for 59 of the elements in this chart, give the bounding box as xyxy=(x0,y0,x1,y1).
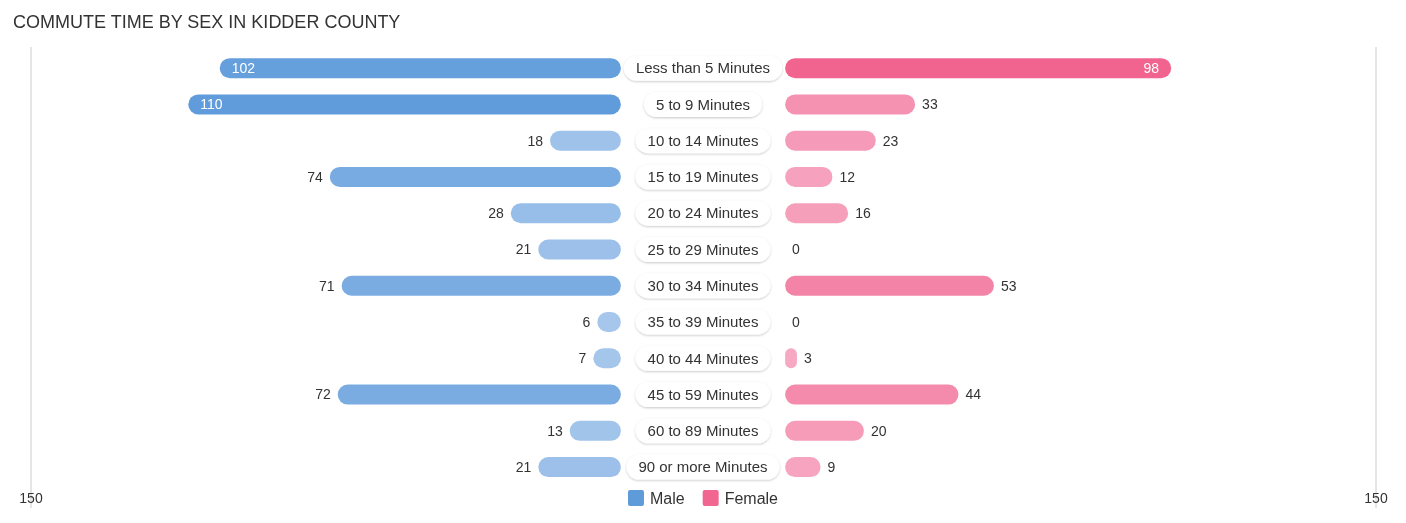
data-label: 12 xyxy=(839,168,856,185)
y-tick-label: 35 to 39 Minutes xyxy=(647,313,759,331)
bar xyxy=(785,166,833,187)
bar xyxy=(341,275,621,296)
data-label: 53 xyxy=(1000,277,1017,294)
data-label: 110 xyxy=(200,96,223,113)
data-label: 23 xyxy=(882,132,899,149)
data-label: 3 xyxy=(803,350,812,367)
data-label: 71 xyxy=(319,277,335,294)
data-label: 28 xyxy=(488,205,504,222)
bar xyxy=(510,203,621,224)
data-label: 0 xyxy=(792,313,801,330)
data-label: 44 xyxy=(965,386,982,403)
bar xyxy=(329,166,621,187)
chart-title: COMMUTE TIME BY SEX IN KIDDER COUNTY xyxy=(13,12,401,32)
legend-label: Male xyxy=(649,489,685,507)
legend-label: Female xyxy=(724,489,779,507)
bar xyxy=(785,420,864,441)
data-label: 13 xyxy=(547,422,563,439)
y-tick-label: 25 to 29 Minutes xyxy=(647,240,759,258)
x-tick-label: 150 xyxy=(1364,489,1388,506)
x-tick-label: 150 xyxy=(19,489,43,506)
data-label: 0 xyxy=(792,241,801,258)
bar xyxy=(337,384,621,405)
bar xyxy=(538,457,621,478)
bar xyxy=(188,94,621,115)
y-tick-label: 60 to 89 Minutes xyxy=(647,422,759,440)
y-tick-label: 45 to 59 Minutes xyxy=(647,385,759,403)
data-label: 21 xyxy=(515,241,532,258)
data-label: 74 xyxy=(307,168,324,185)
bar xyxy=(569,420,621,441)
y-tick-label: 40 to 44 Minutes xyxy=(647,349,759,367)
data-label: 9 xyxy=(827,459,836,476)
data-label: 16 xyxy=(855,205,871,222)
data-label: 20 xyxy=(870,422,887,439)
data-label: 18 xyxy=(527,132,544,149)
bar xyxy=(785,384,959,405)
data-label: 21 xyxy=(515,459,532,476)
y-tick-label: 10 to 14 Minutes xyxy=(647,131,759,149)
bar xyxy=(785,94,916,115)
y-tick-label: 90 or more Minutes xyxy=(638,458,768,476)
bar xyxy=(550,130,621,151)
y-tick-label: 15 to 19 Minutes xyxy=(647,168,759,186)
bar xyxy=(785,130,876,151)
data-label: 33 xyxy=(922,96,938,113)
bar xyxy=(785,58,1172,79)
bar xyxy=(219,58,621,79)
y-tick-label: Less than 5 Minutes xyxy=(635,59,771,77)
data-label: 98 xyxy=(1143,60,1160,77)
data-label: 102 xyxy=(231,60,256,77)
data-label: 7 xyxy=(578,350,587,367)
y-tick-label: 30 to 34 Minutes xyxy=(647,277,759,295)
data-label: 6 xyxy=(582,313,591,330)
y-tick-label: 20 to 24 Minutes xyxy=(647,204,759,222)
bar xyxy=(785,203,849,224)
bar xyxy=(538,239,621,260)
bar xyxy=(785,275,994,296)
y-tick-label: 5 to 9 Minutes xyxy=(655,95,751,113)
data-label: 72 xyxy=(315,386,331,403)
